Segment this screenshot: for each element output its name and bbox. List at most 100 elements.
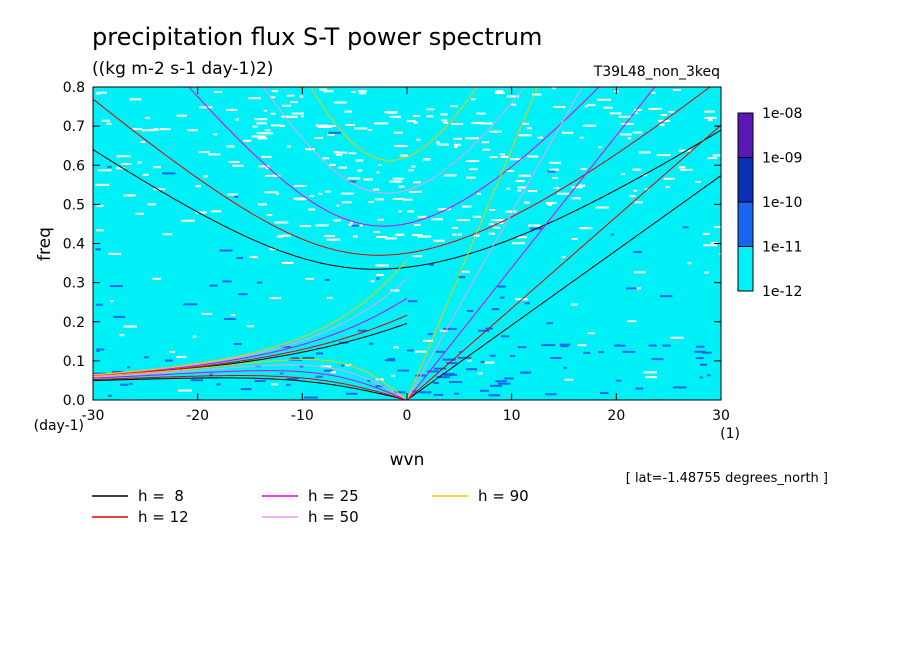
field-cell xyxy=(367,379,371,382)
field-cell xyxy=(541,344,556,347)
field-cell xyxy=(609,112,622,115)
field-cell xyxy=(512,242,526,245)
field-cell xyxy=(152,277,162,280)
legend-label-h50: h = 50 xyxy=(308,508,359,526)
field-cell xyxy=(406,120,416,123)
field-cell xyxy=(571,303,579,306)
field-cell xyxy=(183,303,198,306)
field-cell xyxy=(465,176,476,179)
field-cell xyxy=(282,104,292,107)
field-cell xyxy=(330,371,336,374)
field-cell xyxy=(351,91,356,94)
field-cell xyxy=(216,383,221,386)
field-cell xyxy=(384,237,397,240)
field-cell xyxy=(500,296,505,299)
y-axis: 0.0 0.1 0.2 0.3 0.4 0.5 0.6 0.7 0.8 xyxy=(63,80,721,409)
field-cell xyxy=(700,363,708,366)
field-cell xyxy=(524,302,531,305)
field-cell xyxy=(440,113,448,116)
field-cell xyxy=(334,151,348,154)
field-cell xyxy=(254,380,266,383)
field-cell xyxy=(431,218,444,221)
field-cell xyxy=(181,219,195,222)
field-cell xyxy=(466,309,474,312)
field-cell xyxy=(695,180,701,183)
field-cell xyxy=(375,264,389,267)
field-cell xyxy=(368,342,374,345)
field-cell xyxy=(437,208,451,211)
field-cell xyxy=(315,375,323,378)
field-cell xyxy=(451,233,457,236)
field-cell xyxy=(626,287,637,290)
colorbar-swatch xyxy=(737,112,754,158)
x-axis-label: wvn xyxy=(390,450,425,470)
field-cell xyxy=(407,300,418,303)
field-cell xyxy=(448,381,463,384)
field-cell xyxy=(338,166,348,169)
field-cell xyxy=(672,386,687,389)
field-cell xyxy=(704,110,715,113)
field-cell xyxy=(499,153,506,156)
field-cell xyxy=(583,351,591,354)
field-cell xyxy=(353,235,358,238)
field-cell xyxy=(315,124,328,127)
field-cell xyxy=(632,168,642,171)
field-cell xyxy=(358,90,367,93)
field-cell xyxy=(354,127,368,130)
field-cell xyxy=(552,87,556,90)
field-cell xyxy=(314,137,324,140)
field-cell xyxy=(324,190,331,193)
field-cell xyxy=(144,116,151,119)
field-cell xyxy=(348,223,354,226)
field-cell xyxy=(300,115,305,118)
kelvin-curve-h90 xyxy=(406,87,539,400)
field-cell xyxy=(471,98,476,101)
field-cell xyxy=(571,237,578,240)
field-cell xyxy=(147,203,156,206)
legend-label-h12: h = 12 xyxy=(138,508,189,526)
field-cell xyxy=(710,241,719,244)
field-cell xyxy=(95,303,103,306)
field-cell xyxy=(377,218,384,221)
field-cell xyxy=(132,127,142,130)
field-cell xyxy=(320,365,332,368)
field-cell xyxy=(586,103,596,106)
field-cell xyxy=(457,233,462,236)
field-cell xyxy=(351,224,360,227)
field-cell xyxy=(291,112,304,115)
field-cell xyxy=(286,145,291,148)
field-cell xyxy=(472,215,482,218)
field-cell xyxy=(497,222,504,225)
field-cell xyxy=(442,327,457,330)
field-cell xyxy=(412,255,423,258)
field-cell xyxy=(509,158,522,161)
field-cell xyxy=(228,160,240,163)
field-cell xyxy=(187,129,198,132)
field-cell xyxy=(226,108,238,111)
field-cell xyxy=(598,351,605,354)
field-cell xyxy=(109,285,123,288)
field-cell xyxy=(340,364,345,367)
field-cell xyxy=(423,339,434,342)
field-cell xyxy=(712,154,721,157)
spectrum-field xyxy=(93,87,721,400)
y-tick-label: 0.8 xyxy=(63,80,85,96)
field-cell xyxy=(488,394,501,397)
field-cell xyxy=(256,132,269,135)
field-cell xyxy=(467,359,472,362)
field-cell xyxy=(278,234,291,237)
field-cell xyxy=(374,198,384,201)
legend-label-h8: h = 8 xyxy=(138,487,184,505)
field-cell xyxy=(323,90,334,93)
y-tick-label: 0.1 xyxy=(63,354,85,370)
field-cell xyxy=(246,325,254,328)
field-cell xyxy=(481,141,490,144)
field-cell xyxy=(389,115,401,118)
field-cell xyxy=(328,238,337,241)
field-cell xyxy=(164,359,173,362)
dispersion-curves xyxy=(93,87,721,400)
field-cell xyxy=(281,115,291,118)
field-cell xyxy=(687,262,692,265)
mrg-curve-h12 xyxy=(93,314,408,377)
field-cell xyxy=(344,110,353,113)
